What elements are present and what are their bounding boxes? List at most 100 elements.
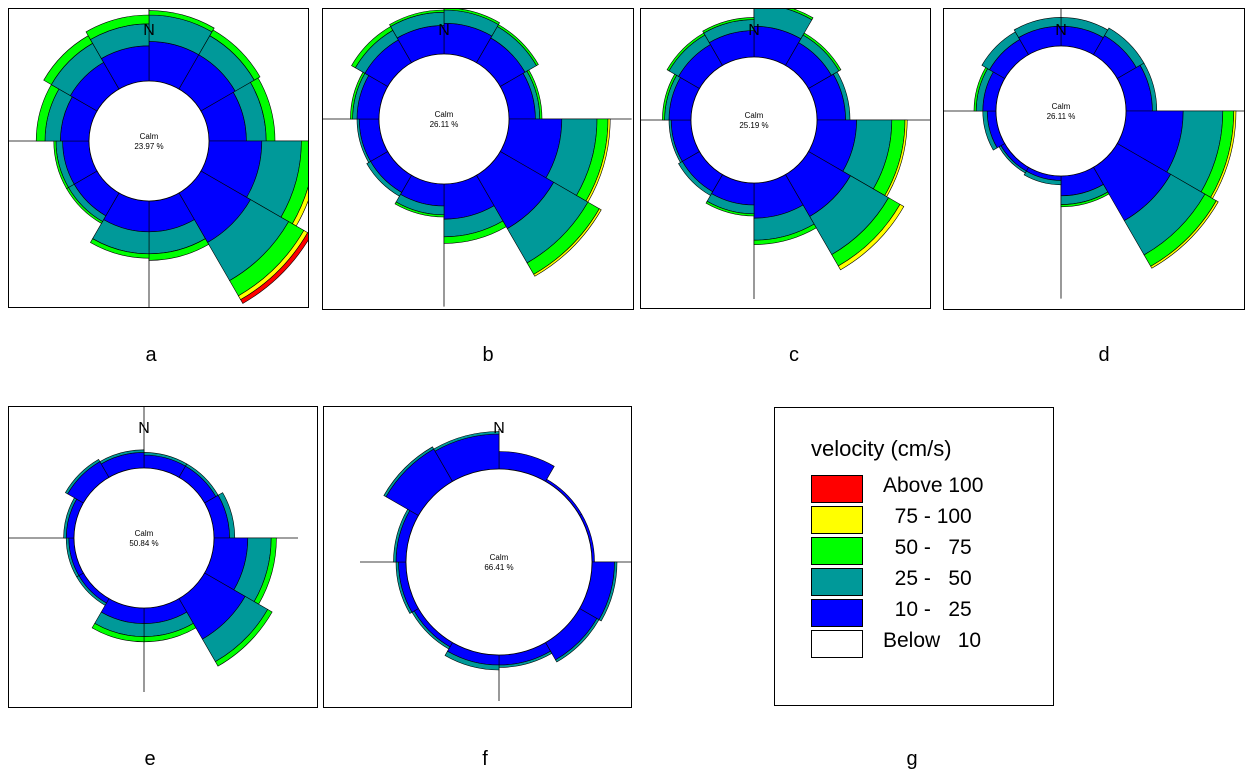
calm-circle <box>378 53 510 185</box>
rose-sector-330 <box>1013 17 1062 56</box>
rose-segment-2 <box>394 201 445 218</box>
rose-segment-2 <box>702 17 755 34</box>
legend-title: velocity (cm/s) <box>811 436 952 461</box>
rose-sector-180 <box>91 598 145 643</box>
calm-value: 50.84 % <box>129 539 158 548</box>
rose-segment-2 <box>496 24 539 67</box>
north-label: N <box>138 420 150 437</box>
rose-panel-c: Calm 25.19 % N <box>640 8 931 309</box>
rose-sector-180 <box>394 174 445 218</box>
rose-sector-150 <box>443 174 507 244</box>
legend-label: Above 100 <box>883 474 984 497</box>
calm-value: 23.97 % <box>134 142 163 151</box>
calm-label: Calm <box>745 111 764 120</box>
calm-circle <box>995 45 1127 177</box>
calm-circle <box>88 80 210 202</box>
panel-letter-g: g <box>906 748 918 770</box>
legend-label: 25 - 50 <box>883 567 972 590</box>
rose-sector-90 <box>808 119 908 198</box>
rose-sector-120 <box>1093 143 1219 269</box>
rose-segment-2 <box>89 238 150 259</box>
rose-segment-2 <box>214 608 273 667</box>
rose-sector-60 <box>200 77 276 142</box>
rose-sector-120 <box>178 572 273 667</box>
rose-panel-b: Calm 26.11 % N <box>322 8 634 310</box>
rose-panel-a: Calm 23.97 % N <box>8 8 309 308</box>
rose-sector-270 <box>35 84 98 142</box>
rose-panel-e: Calm 50.84 % N <box>8 406 318 708</box>
calm-label: Calm <box>135 529 154 538</box>
rose-sector-300 <box>666 32 723 89</box>
legend-swatch <box>811 537 863 565</box>
rose-segment-3 <box>1150 200 1219 269</box>
rose-sector-300 <box>351 26 412 87</box>
rose-segment-2 <box>443 220 507 244</box>
rose-sector-90 <box>499 118 611 203</box>
rose-sector-120 <box>785 151 905 271</box>
rose-sector-150 <box>1060 166 1110 208</box>
panel-letter-f: f <box>482 748 488 770</box>
panel-letter-b: b <box>482 344 494 366</box>
velocity-legend: velocity (cm/s) Above 100 75 - 100 50 - … <box>774 407 1054 706</box>
legend-swatch <box>811 630 863 658</box>
rose-sector-0 <box>443 9 501 64</box>
rose-sector-150 <box>148 192 210 261</box>
rose-sector-120 <box>476 151 602 277</box>
legend-label: Below 10 <box>883 629 982 652</box>
north-label: N <box>143 22 155 39</box>
north-label: N <box>748 22 760 39</box>
rose-segment-1 <box>99 449 145 465</box>
rose-segment-2 <box>802 32 842 72</box>
rose-sector-0 <box>148 10 215 90</box>
calm-label: Calm <box>140 132 159 141</box>
rose-segment-1 <box>433 431 500 452</box>
rose-sector-90 <box>204 537 277 605</box>
rose-sector-330 <box>389 9 445 64</box>
rose-segment-1 <box>1013 17 1062 38</box>
rose-segment-2 <box>1060 191 1110 208</box>
rose-segment-2 <box>753 223 817 245</box>
legend-swatch <box>811 506 863 534</box>
rose-segment-3 <box>837 203 905 271</box>
rose-segment-2 <box>705 200 755 217</box>
rose-segment-1 <box>555 618 600 663</box>
rose-segment-2 <box>389 9 445 27</box>
rose-segment-2 <box>91 622 145 643</box>
rose-sector-330 <box>85 14 150 90</box>
rose-panel-f: Calm 66.41 % N <box>323 406 632 708</box>
rose-sector-120 <box>178 170 308 304</box>
rose-sector-0 <box>753 9 814 66</box>
panel-letter-e: e <box>144 748 156 770</box>
calm-value: 26.11 % <box>430 120 459 129</box>
legend-label: 10 - 25 <box>883 598 972 621</box>
rose-panel-d: Calm 26.11 % N <box>943 8 1245 310</box>
rose-segment-2 <box>785 9 814 21</box>
rose-sector-180 <box>89 192 150 259</box>
calm-value: 66.41 % <box>484 563 513 572</box>
calm-label: Calm <box>1052 102 1071 111</box>
north-label: N <box>438 22 450 39</box>
panel-letter-a: a <box>145 344 157 366</box>
calm-circle <box>690 56 818 184</box>
panel-letter-d: d <box>1098 344 1110 366</box>
rose-sector-210 <box>66 170 120 224</box>
rose-sector-30 <box>785 32 842 89</box>
north-label: N <box>493 420 505 437</box>
panel-letter-c: c <box>789 344 799 366</box>
legend-label: 75 - 100 <box>883 505 972 528</box>
calm-label: Calm <box>490 553 509 562</box>
rose-segment-4 <box>240 232 308 304</box>
rose-segment-1 <box>444 650 500 671</box>
rose-sector-300 <box>43 35 120 112</box>
rose-sector-240 <box>53 140 98 190</box>
calm-label: Calm <box>435 110 454 119</box>
legend-label: 50 - 75 <box>883 536 972 559</box>
legend-swatch <box>811 599 863 627</box>
rose-sector-90 <box>1116 110 1237 199</box>
